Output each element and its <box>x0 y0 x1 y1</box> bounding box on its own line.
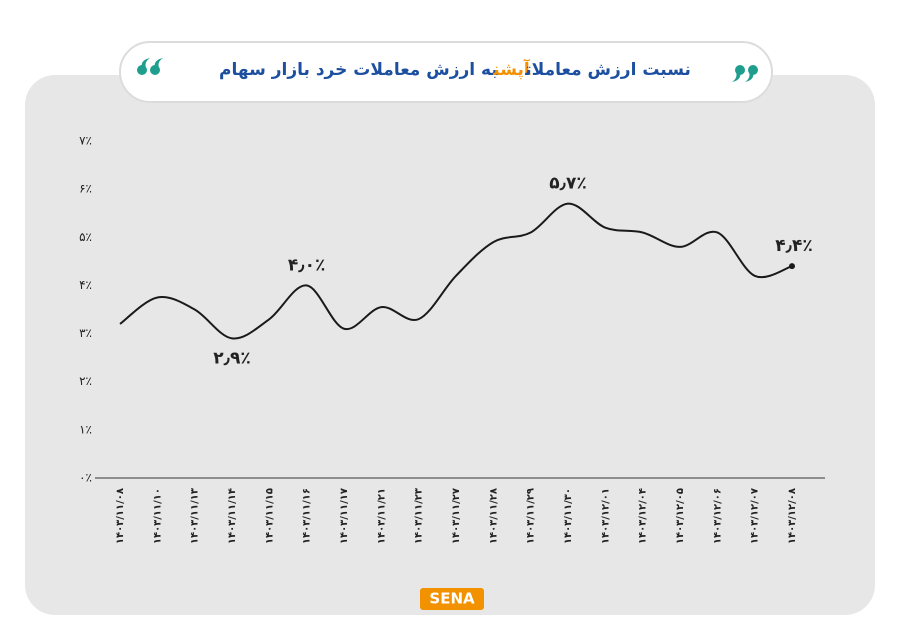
y-tick-label: ۷٪ <box>79 134 92 148</box>
line <box>119 202 793 340</box>
x-tick-label: ۱۴۰۳/۱۲/۰۷ <box>750 488 761 544</box>
y-tick-label: ۱٪ <box>79 422 92 436</box>
title-pill <box>119 41 773 103</box>
logo: SENA <box>429 590 475 608</box>
value-label: ۵٫۷٪ <box>549 174 587 194</box>
quote-right <box>732 65 758 82</box>
x-tick-label: ۱۴۰۳/۱۲/۰۱ <box>600 488 611 544</box>
logo-box <box>420 588 484 610</box>
x-tick-label: ۱۴۰۳/۱۱/۲۷ <box>451 488 462 544</box>
quote-left <box>137 58 163 75</box>
value-label: ۴٫۰٪ <box>288 255 326 275</box>
title-part: نسبت ارزش معاملات <box>524 60 691 80</box>
x-tick-label: ۱۴۰۳/۱۱/۱۰ <box>152 488 163 544</box>
title-part: به ارزش معاملات خرد بازار سهام <box>219 60 499 80</box>
value-label: ۴٫۴٪ <box>775 236 813 256</box>
x-tick-label: ۱۴۰۳/۱۲/۰۵ <box>675 488 686 544</box>
x-tick-label: ۱۴۰۳/۱۱/۲۸ <box>488 488 499 544</box>
x-tick-label: ۱۴۰۳/۱۱/۱۴ <box>227 488 238 544</box>
y-tick-label: ۰٪ <box>79 471 92 485</box>
y-tick-label: ۵٪ <box>79 230 92 244</box>
x-tick-label: ۱۴۰۳/۱۲/۰۶ <box>712 488 723 544</box>
x-tick-label: ۱۴۰۳/۱۲/۰۴ <box>638 488 649 544</box>
panel <box>25 75 875 615</box>
y-tick-label: ۴٪ <box>79 278 92 292</box>
x-tick-label: ۱۴۰۳/۱۱/۱۷ <box>339 488 350 544</box>
x-tick-label: ۱۴۰۳/۱۱/۱۶ <box>302 488 313 544</box>
x-tick-label: ۱۴۰۳/۱۱/۲۹ <box>526 488 537 544</box>
x-tick-label: ۱۴۰۳/۱۲/۰۸ <box>787 488 798 544</box>
x-tick-label: ۱۴۰۳/۱۱/۱۳ <box>190 488 201 544</box>
x-tick-label: ۱۴۰۳/۱۱/۳۰ <box>563 488 574 544</box>
x-tick-label: ۱۴۰۳/۱۱/۰۸ <box>115 488 126 544</box>
y-tick-label: ۳٪ <box>79 326 92 340</box>
chart-title: نسبت ارزش معاملاتآپشنبه ارزش معاملات خرد… <box>219 58 691 80</box>
y-tick-label: ۲٪ <box>79 374 92 388</box>
y-tick-label: ۶٪ <box>79 182 92 196</box>
end-point <box>789 263 795 270</box>
x-tick-label: ۱۴۰۳/۱۱/۲۳ <box>414 488 425 544</box>
x-tick-label: ۱۴۰۳/۱۱/۲۱ <box>376 488 387 544</box>
value-label: ۲٫۹٪ <box>213 348 251 368</box>
x-tick-label: ۱۴۰۳/۱۱/۱۵ <box>264 488 275 544</box>
title-part: آپشن <box>492 58 531 80</box>
